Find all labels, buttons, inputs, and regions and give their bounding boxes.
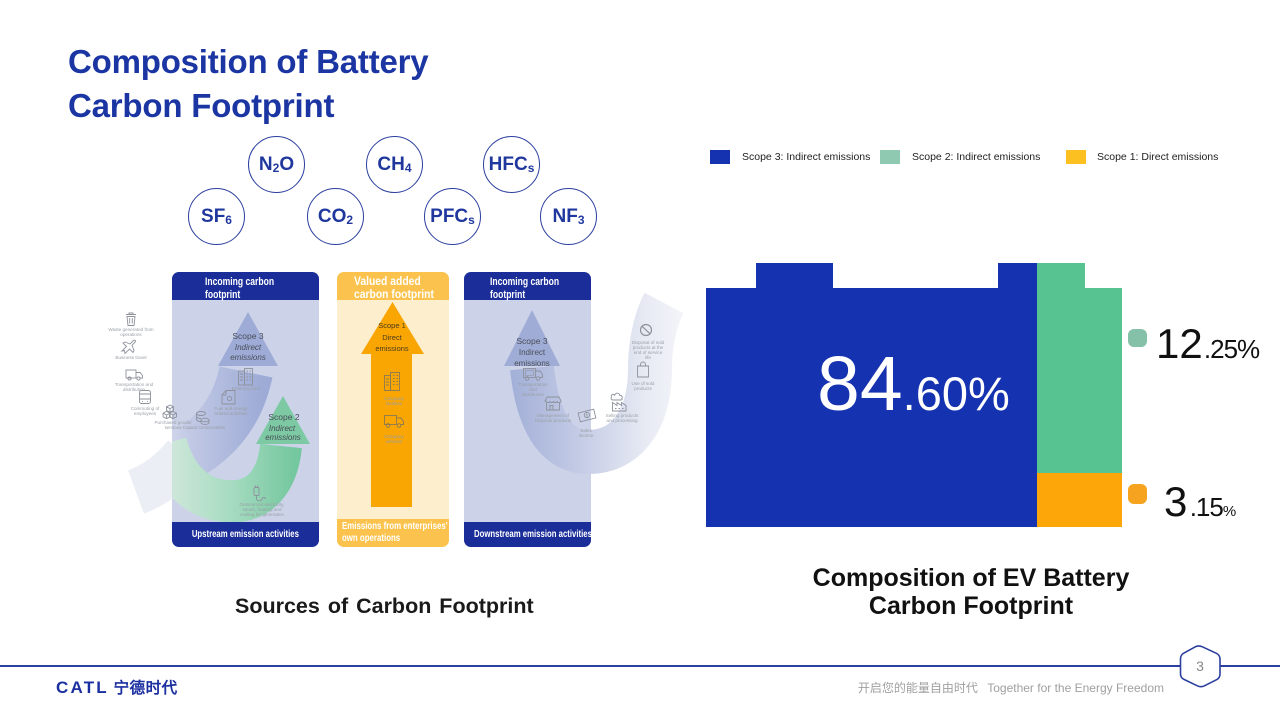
svg-text:and: and xyxy=(529,387,537,392)
svg-text:Fuel and energy: Fuel and energy xyxy=(214,406,248,411)
svg-text:Scope 2: Scope 2 xyxy=(268,412,299,422)
svg-text:Outsourced electricity,: Outsourced electricity, xyxy=(239,502,284,507)
svg-text:Use of sold: Use of sold xyxy=(632,381,655,386)
svg-text:Scope 3: Scope 3 xyxy=(232,331,263,341)
svg-text:income: income xyxy=(579,433,594,438)
svg-text:life: life xyxy=(645,355,651,360)
svg-text:Waste generated from: Waste generated from xyxy=(108,327,153,332)
svg-text:Commuting of: Commuting of xyxy=(131,406,160,411)
svg-text:distribution: distribution xyxy=(123,387,146,392)
svg-text:Company: Company xyxy=(384,434,404,439)
svg-text:steam, heating and: steam, heating and xyxy=(242,507,282,512)
svg-text:cooling for generation: cooling for generation xyxy=(240,512,285,517)
svg-text:related activities: related activities xyxy=(215,411,249,416)
svg-text:Disposal products: Disposal products xyxy=(535,418,572,423)
svg-text:products: products xyxy=(634,386,652,391)
svg-text:distribution: distribution xyxy=(522,392,545,397)
svg-text:emissions: emissions xyxy=(375,344,409,353)
svg-text:Direct: Direct xyxy=(382,333,403,342)
svg-text:Sales: Sales xyxy=(580,428,592,433)
svg-text:facilities: facilities xyxy=(386,401,403,406)
svg-text:Management of: Management of xyxy=(537,413,570,418)
svg-text:services: services xyxy=(165,425,183,430)
svg-text:employees: employees xyxy=(134,411,157,416)
svg-text:Disposal of sold: Disposal of sold xyxy=(632,340,665,345)
svg-text:Indirect: Indirect xyxy=(519,348,546,357)
svg-text:Scope 1: Scope 1 xyxy=(378,321,406,330)
svg-text:3: 3 xyxy=(1196,658,1204,674)
svg-text:Selling products: Selling products xyxy=(606,413,639,418)
svg-text:operations: operations xyxy=(120,332,142,337)
svg-text:end of service: end of service xyxy=(634,350,663,355)
svg-text:Business travel: Business travel xyxy=(115,355,146,360)
svg-text:Purchased goods/: Purchased goods/ xyxy=(154,420,192,425)
svg-text:products at the: products at the xyxy=(633,345,664,350)
svg-text:Entering plant: Entering plant xyxy=(232,386,261,391)
svg-text:and processing: and processing xyxy=(606,418,638,423)
svg-text:emissions: emissions xyxy=(230,353,266,362)
svg-text:Scope 3: Scope 3 xyxy=(516,336,547,346)
svg-text:emissions: emissions xyxy=(265,433,301,442)
svg-text:Capital consumables: Capital consumables xyxy=(183,425,226,430)
svg-text:Indirect: Indirect xyxy=(269,424,296,433)
svg-text:Transportation: Transportation xyxy=(518,382,548,387)
svg-text:Company: Company xyxy=(384,396,404,401)
svg-text:Indirect: Indirect xyxy=(235,343,262,352)
svg-text:emissions: emissions xyxy=(514,359,550,368)
svg-text:vehicles: vehicles xyxy=(386,439,403,444)
svg-text:Transportation and: Transportation and xyxy=(115,382,154,387)
